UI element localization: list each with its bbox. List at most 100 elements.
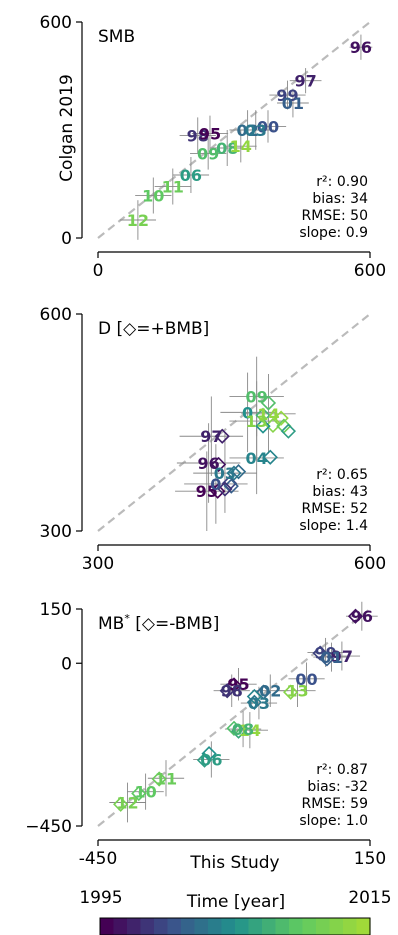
data-point-label: 99: [314, 643, 336, 662]
colorbar-segment: [275, 918, 290, 935]
data-point-label: 06: [180, 166, 202, 185]
y-tick-label: 0: [61, 229, 72, 249]
stats-bias: bias: 43: [312, 484, 368, 500]
data-point-label: 97: [331, 647, 353, 666]
data-point-label: 03: [245, 121, 267, 140]
data-point-label: 03: [248, 694, 270, 713]
data-point-label: 01: [282, 94, 304, 113]
data-point-label: 11: [162, 178, 184, 197]
data-point-label: 97: [200, 427, 222, 446]
y-tick-label: 150: [40, 600, 72, 620]
data-point-label: 12: [127, 211, 149, 230]
data-point-label: 06: [200, 750, 222, 769]
colorbar-segment: [248, 918, 263, 935]
data-point-label: 12: [116, 793, 138, 812]
bmb-diamond-marker: [262, 449, 278, 465]
colorbar-segment: [289, 918, 304, 935]
bmb-diamond-marker: [210, 456, 227, 473]
data-point-label: 00: [295, 670, 317, 689]
data-point-label: 95: [227, 675, 249, 694]
bmb-diamond-marker: [347, 608, 364, 624]
y-tick-label: 600: [40, 13, 72, 33]
data-point-label: 98: [187, 126, 209, 145]
y-tick-label: 300: [40, 522, 72, 542]
bmb-diamond-marker: [280, 423, 297, 439]
data-point-label: 96: [351, 607, 373, 626]
bmb-diamond-marker: [226, 465, 242, 481]
colorbar-segment: [302, 918, 317, 935]
colorbar-min-label: 1995: [79, 888, 122, 908]
bmb-diamond-marker: [230, 723, 247, 739]
bmb-diamond-marker: [260, 395, 277, 411]
colorbar: [99, 917, 371, 935]
data-point-label: 0: [210, 475, 221, 494]
data-point-label: 11: [155, 769, 177, 788]
data-point-label: 96: [197, 454, 219, 473]
colorbar-segment: [194, 918, 209, 935]
colorbar-segment: [329, 918, 344, 935]
colorbar-segment: [208, 918, 223, 935]
x-tick-label: 150: [354, 849, 386, 869]
data-point-label: 14: [230, 137, 252, 156]
colorbar-title: Time [year]: [186, 892, 285, 912]
colorbar-segment: [343, 918, 358, 935]
bmb-diamond-marker: [201, 746, 217, 762]
panel-label: SMB: [98, 27, 135, 47]
data-point-label: 10: [134, 783, 156, 802]
bmb-diamond-marker: [255, 684, 272, 700]
colorbar-segment: [100, 918, 115, 935]
x-tick-label: -450: [79, 849, 118, 869]
data-point-label: 98: [221, 682, 243, 701]
data-point-label: 13: [286, 682, 308, 701]
data-point-label: 09: [197, 144, 219, 163]
colorbar-max-label: 2015: [348, 888, 391, 908]
data-point-label: 08: [216, 139, 238, 158]
data-point-label: 09: [246, 387, 268, 406]
stats-bias: bias: 34: [312, 191, 368, 207]
bmb-diamond-marker: [131, 785, 147, 802]
bmb-diamond-marker: [219, 683, 235, 699]
bmb-diamond-marker: [196, 752, 213, 768]
x-axis-label: This Study: [189, 853, 279, 873]
colorbar-segment: [262, 918, 277, 935]
y-tick-label: 0: [61, 654, 72, 674]
panel-label: MB* [◇=-BMB]: [98, 612, 219, 634]
data-point-label: 99: [276, 86, 298, 105]
data-point-label: 13: [246, 412, 268, 431]
stats-r2: r²: 0.90: [316, 174, 368, 190]
bmb-diamond-marker: [265, 417, 281, 434]
data-point-label: 0: [242, 403, 253, 422]
data-point-label: 96: [350, 38, 372, 57]
data-point-label: 04: [246, 449, 268, 468]
colorbar-segment: [235, 918, 250, 935]
bmb-diamond-marker: [113, 796, 129, 812]
bmb-diamond-marker: [246, 694, 263, 710]
stats-r2: r²: 0.87: [316, 762, 368, 778]
colorbar-segment: [140, 918, 155, 935]
bmb-diamond-marker: [226, 720, 242, 736]
colorbar-segment: [127, 918, 142, 935]
data-point-label: 95: [196, 482, 218, 501]
stats-rmse: RMSE: 59: [301, 796, 368, 812]
colorbar-segment: [113, 918, 128, 935]
bmb-diamond-marker: [230, 464, 247, 480]
stats-slope: slope: 1.0: [299, 813, 368, 829]
bmb-diamond-marker: [151, 771, 167, 787]
y-tick-label: −450: [25, 817, 72, 837]
colorbar-segment: [356, 918, 371, 935]
one-to-one-line: [97, 313, 371, 532]
panel-label-superscript: *: [124, 612, 130, 625]
data-point-label: 03: [214, 464, 236, 483]
stats-slope: slope: 0.9: [299, 225, 368, 241]
data-point-label: 10: [142, 187, 164, 206]
y-tick-label: 600: [40, 305, 72, 325]
bmb-diamond-marker: [273, 410, 289, 426]
one-to-one-line: [97, 608, 371, 827]
data-point-label: 14: [239, 721, 261, 740]
colorbar-frame: [99, 917, 371, 935]
x-tick-label: 0: [93, 261, 104, 281]
panel-label: D [◇=+BMB]: [98, 319, 209, 339]
bmb-diamond-marker: [217, 481, 233, 497]
